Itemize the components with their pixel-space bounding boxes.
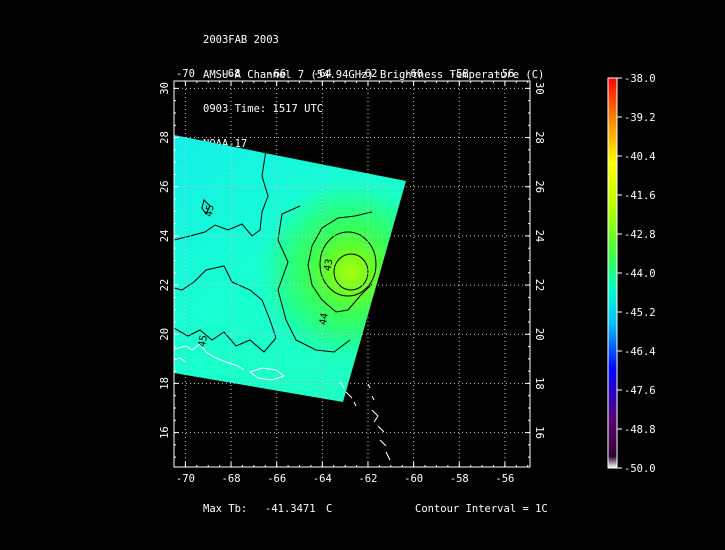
title-line-4: NOAA-17 bbox=[203, 137, 248, 150]
x-tick-label-top: -58 bbox=[450, 68, 469, 80]
coastline-puerto-rico bbox=[248, 367, 286, 381]
x-tick-label-bottom: -56 bbox=[495, 473, 514, 485]
coastlines bbox=[174, 343, 391, 461]
contour-label: 45 bbox=[197, 334, 210, 348]
axes: -70 -70 -68 -68 -66 -66 -64 -64 -62 -62 -60 -60 -58 -… bbox=[159, 68, 545, 485]
y-tick-label-right: 26 bbox=[533, 180, 545, 193]
colorbar-tick-label: -39.2 bbox=[624, 112, 656, 124]
x-tick-label-top: -70 bbox=[176, 68, 195, 80]
max-tb-value: -41.3471 bbox=[265, 503, 316, 515]
colorbar-tick-label: -48.8 bbox=[624, 424, 656, 436]
plot-frame bbox=[173, 80, 531, 468]
chart-title-block: 2003FAB 2003 AMSU-A Channel 7 (54.94GHz)… bbox=[203, 12, 544, 162]
x-tick-label-top: -62 bbox=[358, 68, 377, 80]
coastline-hispaniola bbox=[174, 343, 245, 371]
colorbar-tick-label: -41.6 bbox=[624, 190, 656, 202]
title-line-2: AMSU-A Channel 7 (54.94GHz) Brightness T… bbox=[203, 68, 545, 81]
x-tick-label-bottom: -60 bbox=[404, 473, 423, 485]
y-tick-label-right: 18 bbox=[533, 377, 545, 390]
colorbar-ticks: -38.0 -39.2 -40.4 -41.6 -42.8 -44.0 -45.2 -46.4… bbox=[617, 73, 656, 475]
x-tick-label-bottom: -70 bbox=[176, 473, 195, 485]
colorbar-tick-label: -50.0 bbox=[624, 463, 656, 475]
y-tick-label-left: 26 bbox=[159, 180, 171, 193]
grid bbox=[174, 81, 530, 467]
y-tick-label-right: 22 bbox=[533, 279, 545, 292]
y-tick-label-right: 20 bbox=[533, 328, 545, 341]
x-tick-label-top: -64 bbox=[313, 68, 332, 80]
max-tb-unit: C bbox=[326, 503, 333, 515]
contour-45-north bbox=[174, 149, 269, 241]
contour-label-layer: 45 43 44 45 bbox=[197, 204, 335, 348]
contour-lines bbox=[174, 149, 377, 353]
x-tick-label-bottom: -64 bbox=[313, 473, 332, 485]
x-tick-label-bottom: -66 bbox=[267, 473, 286, 485]
y-tick-label-right: 30 bbox=[533, 82, 545, 95]
colorbar-tick-label: -47.6 bbox=[624, 385, 656, 397]
contour-42 bbox=[333, 253, 369, 291]
title-line-1: 2003FAB 2003 bbox=[203, 34, 279, 46]
contour-label: 44 bbox=[318, 312, 331, 326]
colorbar-tick-label: -40.4 bbox=[624, 151, 656, 163]
colorbar-tick-label: -38.0 bbox=[624, 73, 656, 85]
data-layer: 45 43 44 45 bbox=[174, 135, 406, 461]
y-tick-label-left: 22 bbox=[159, 279, 171, 292]
x-tick-label-top: -66 bbox=[267, 68, 286, 80]
contour-interval: Contour Interval = 1C bbox=[415, 503, 548, 515]
y-tick-label-right: 28 bbox=[533, 131, 545, 144]
x-tick-label-bottom: -62 bbox=[358, 473, 377, 485]
y-tick-label-right: 24 bbox=[533, 230, 545, 243]
y-tick-label-left: 28 bbox=[159, 131, 171, 144]
contour-44 bbox=[307, 211, 373, 313]
colorbar-tick-label: -45.2 bbox=[624, 307, 656, 319]
contour-label: 43 bbox=[323, 258, 336, 272]
warm-core-area bbox=[174, 135, 406, 402]
contour-43 bbox=[319, 231, 377, 297]
coastline-lesser-antilles bbox=[339, 381, 391, 461]
contour-label: 45 bbox=[204, 204, 217, 218]
contour-45-west bbox=[174, 265, 277, 353]
colorbar-tick-label: -44.0 bbox=[624, 268, 656, 280]
x-tick-label-top: -60 bbox=[404, 68, 423, 80]
y-tick-label-left: 18 bbox=[159, 377, 171, 390]
y-tick-label-left: 24 bbox=[159, 230, 171, 243]
y-tick-label-left: 16 bbox=[159, 426, 171, 439]
x-tick-label-bottom: -58 bbox=[450, 473, 469, 485]
y-tick-label-left: 30 bbox=[159, 82, 171, 95]
colorbar-tick-label: -46.4 bbox=[624, 346, 656, 358]
x-tick-label-bottom: -68 bbox=[222, 473, 241, 485]
contour-45-east bbox=[277, 205, 351, 353]
contour-small bbox=[201, 199, 211, 215]
coastline-cuba bbox=[174, 357, 187, 363]
y-tick-label-left: 20 bbox=[159, 328, 171, 341]
y-tick-label-right: 16 bbox=[533, 426, 545, 439]
colorbar bbox=[607, 77, 618, 469]
max-tb-label: Max Tb: bbox=[203, 503, 248, 515]
colorbar-tick-label: -42.8 bbox=[624, 229, 656, 241]
x-tick-label-top: -68 bbox=[222, 68, 241, 80]
title-line-3: 0903 Time: 1517 UTC bbox=[203, 103, 324, 115]
x-tick-label-top: -56 bbox=[495, 68, 514, 80]
